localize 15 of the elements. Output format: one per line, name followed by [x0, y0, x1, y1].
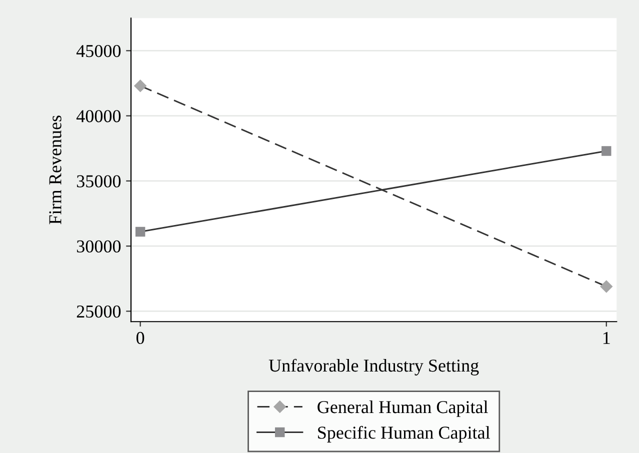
point	[602, 146, 612, 156]
y-tick-label: 45000	[76, 44, 121, 58]
x-axis-title: Unfavorable Industry Setting	[268, 358, 479, 376]
legend-label: General Human Capital	[318, 400, 488, 417]
y-tick-label: 35000	[76, 175, 121, 188]
point	[134, 80, 146, 92]
x-tick-label: 0	[136, 332, 144, 344]
point	[135, 226, 146, 237]
y-axis-title: Firm Revenues	[49, 116, 62, 224]
y-tick-label: 25000	[76, 305, 121, 318]
point	[600, 280, 612, 293]
y-tick-label: 30000	[76, 240, 121, 253]
y-tick-label: 40000	[76, 110, 121, 122]
legend-label: Specific Human Capital	[318, 426, 490, 442]
x-tick-label: 1	[603, 332, 610, 344]
